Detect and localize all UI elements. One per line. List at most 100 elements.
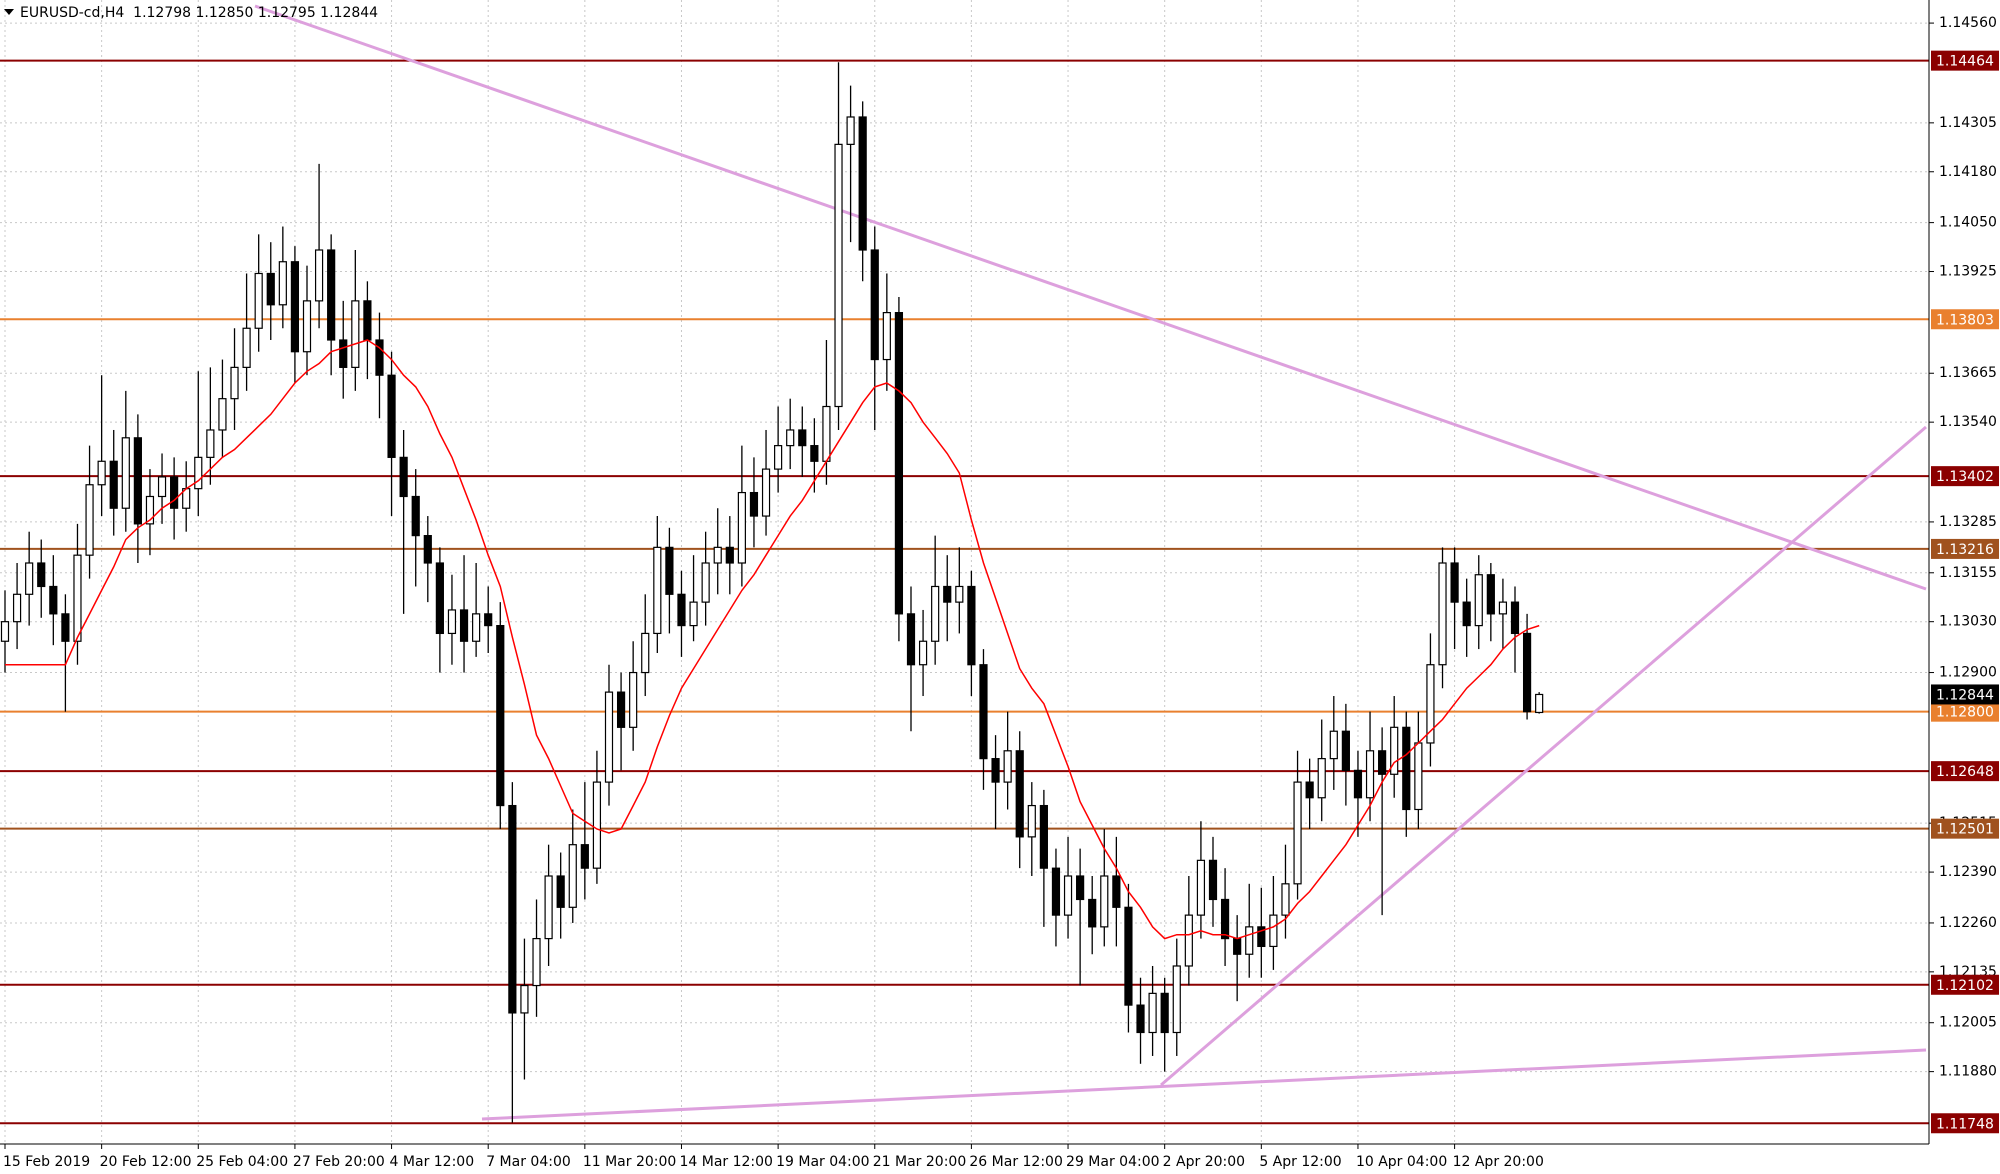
x-tick-label: 20 Feb 12:00 <box>100 1154 192 1170</box>
candle-body <box>882 312 891 361</box>
candle-body <box>1088 898 1097 928</box>
candle-body <box>157 476 167 498</box>
candle-body <box>616 691 626 728</box>
candle-body <box>1341 730 1350 771</box>
candle-body <box>423 535 432 564</box>
candle-body <box>1184 914 1193 967</box>
candle-body <box>1208 859 1218 901</box>
candle-body <box>725 546 734 564</box>
candle-body <box>870 249 879 361</box>
candle-body <box>375 339 384 376</box>
candle-body <box>1027 804 1036 838</box>
candle-body <box>484 613 493 627</box>
level-label: 1.11748 <box>1936 1116 1994 1132</box>
candle-body <box>1003 750 1012 783</box>
candle-body <box>302 300 312 353</box>
x-tick-label: 2 Apr 20:00 <box>1163 1154 1245 1170</box>
candle-body <box>1486 574 1495 615</box>
candle-body <box>1281 883 1290 916</box>
candle-body <box>1148 992 1157 1034</box>
current-price-label: 1.12844 <box>1936 687 1994 703</box>
candle-body <box>61 613 70 642</box>
y-tick-label: 1.13665 <box>1939 365 1997 381</box>
level-label: 1.13216 <box>1936 542 1994 558</box>
level-label: 1.12648 <box>1936 764 1994 780</box>
candle-body <box>967 585 976 666</box>
candle-body <box>459 609 469 642</box>
candle-body <box>25 562 34 595</box>
candle-body <box>592 781 602 869</box>
level-label: 1.12800 <box>1936 705 1994 721</box>
candle-body <box>737 491 746 564</box>
y-tick-label: 1.13540 <box>1939 414 1997 430</box>
candle-body <box>1522 632 1532 713</box>
candle-body <box>170 476 179 509</box>
x-tick-label: 26 Mar 12:00 <box>969 1154 1062 1170</box>
y-tick-label: 1.11880 <box>1939 1064 1997 1080</box>
x-tick-label: 29 Mar 04:00 <box>1066 1154 1159 1170</box>
candle-body <box>121 437 130 509</box>
candle-body <box>822 405 831 462</box>
candle-body <box>1233 937 1242 955</box>
candle-body <box>472 613 481 642</box>
y-tick-label: 1.12900 <box>1939 665 1997 681</box>
candle-body <box>665 546 674 595</box>
candle-body <box>1245 926 1254 955</box>
candle-body <box>1063 875 1073 916</box>
candle-body <box>0 621 10 642</box>
candle-body <box>1462 601 1471 627</box>
candle-body <box>1329 730 1338 760</box>
candle-body <box>399 456 408 498</box>
candle-body <box>194 456 203 490</box>
candle-body <box>894 312 904 615</box>
level-tag <box>1931 538 1999 559</box>
candle-body <box>411 495 420 537</box>
candle-body <box>496 625 505 807</box>
candle-body <box>604 691 614 783</box>
candle-body <box>1438 562 1447 666</box>
y-tick-label: 1.14050 <box>1939 215 1997 231</box>
level-tag <box>1931 466 1999 487</box>
candle-body <box>1450 562 1459 603</box>
y-tick-label: 1.14180 <box>1939 164 1997 180</box>
level-label: 1.13402 <box>1936 469 1994 485</box>
x-tick-label: 19 Mar 04:00 <box>776 1154 869 1170</box>
candle-body <box>798 429 807 447</box>
candle-body <box>556 875 565 908</box>
y-tick-label: 1.13030 <box>1939 614 1997 630</box>
grid <box>0 0 1929 1144</box>
candle-body <box>568 844 577 908</box>
candle-body <box>230 366 239 400</box>
candle-body <box>1510 601 1520 635</box>
candle-body <box>447 609 457 635</box>
candle-body <box>653 546 662 635</box>
moving-average <box>5 339 1540 940</box>
x-tick-label: 25 Feb 04:00 <box>196 1154 288 1170</box>
candle-body <box>145 495 155 525</box>
candle-body <box>532 937 541 987</box>
candle-body <box>351 300 360 368</box>
candle-body <box>1160 992 1169 1034</box>
candle-body <box>314 249 324 302</box>
x-tick-label: 14 Mar 12:00 <box>679 1154 772 1170</box>
x-tick-label: 4 Mar 12:00 <box>390 1154 475 1170</box>
y-tick-label: 1.12390 <box>1939 864 1997 880</box>
candle-body <box>278 261 287 306</box>
candle-body <box>339 339 348 368</box>
candle-body <box>713 546 722 564</box>
y-tick-label: 1.13155 <box>1939 565 1997 581</box>
candle-body <box>931 585 940 642</box>
candle-body <box>761 468 771 517</box>
candle-body <box>1015 750 1024 838</box>
candle-body <box>629 671 638 728</box>
candle-body <box>1220 898 1230 940</box>
candle-body <box>906 613 916 666</box>
x-tick-label: 27 Feb 20:00 <box>293 1154 385 1170</box>
candle-body <box>206 429 215 458</box>
candle-body <box>1196 859 1206 916</box>
candles <box>0 62 1544 1123</box>
candle-body <box>955 585 964 603</box>
candle-body <box>991 758 1000 783</box>
candle-body <box>218 398 227 431</box>
